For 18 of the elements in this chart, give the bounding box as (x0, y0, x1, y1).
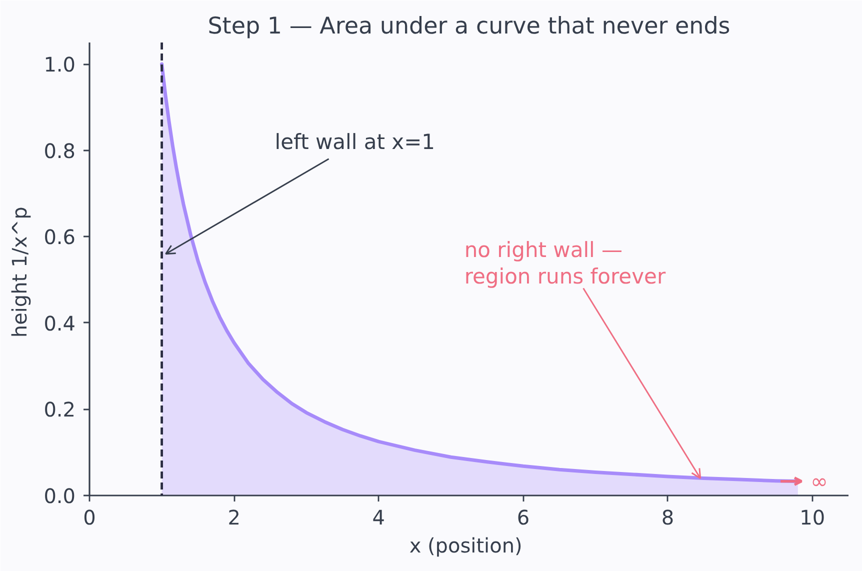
annotation: ∞ (810, 469, 828, 494)
y-axis-title: height 1/x^p (8, 206, 32, 338)
y-tick-label: 0.8 (44, 138, 76, 163)
y-tick-label: 0.4 (44, 311, 76, 336)
x-tick-label: 0 (83, 506, 96, 530)
annotation: left wall at x=1 (274, 130, 436, 154)
x-tick-label: 6 (516, 506, 530, 530)
chart-title: Step 1 — Area under a curve that never ends (208, 14, 730, 40)
x-tick-label: 2 (228, 506, 240, 530)
x-tick-label: 10 (800, 506, 826, 530)
y-tick-label: 0.0 (44, 484, 76, 508)
x-tick-label: 8 (661, 506, 674, 530)
y-tick-label: 0.6 (44, 225, 76, 250)
x-tick-label: 4 (372, 506, 386, 530)
annotation: no right wall — region runs forever (464, 238, 666, 289)
x-axis-title: x (position) (409, 534, 522, 558)
y-tick-label: 1.0 (44, 52, 76, 77)
y-tick-label: 0.2 (44, 398, 76, 422)
